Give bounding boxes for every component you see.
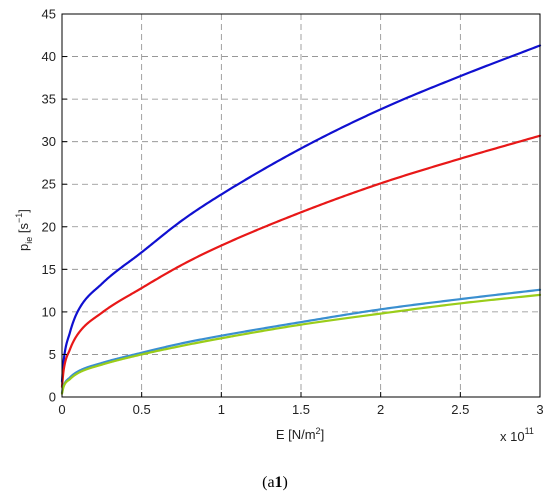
y-tick-label: 45 bbox=[42, 7, 56, 22]
series-line-2 bbox=[60, 134, 542, 388]
x-tick-label: 2 bbox=[377, 402, 384, 417]
series-line-1 bbox=[60, 44, 542, 383]
y-tick-label: 15 bbox=[42, 262, 56, 277]
figure-caption: (a1) bbox=[262, 474, 288, 491]
grid bbox=[62, 14, 540, 397]
y-tick-label: 25 bbox=[42, 177, 56, 192]
x-tick-label: 1.5 bbox=[292, 402, 310, 417]
x-tick-label: 2.5 bbox=[451, 402, 469, 417]
y-tick-label: 10 bbox=[42, 304, 56, 319]
x-tick-label: 0.5 bbox=[133, 402, 151, 417]
y-axis-label: pie [s−1] bbox=[14, 209, 34, 251]
y-tick-label: 35 bbox=[42, 92, 56, 107]
series-line-3 bbox=[60, 288, 542, 394]
y-ticks: 0 5 10 15 20 25 30 35 40 45 bbox=[42, 7, 67, 405]
x-tick-label: 0 bbox=[58, 402, 65, 417]
x-tick-label: 1 bbox=[218, 402, 225, 417]
y-tick-label: 0 bbox=[49, 390, 56, 405]
y-tick-label: 20 bbox=[42, 219, 56, 234]
x-ticks: 0 0.5 1 1.5 2 2.5 3 bbox=[58, 392, 544, 417]
x-multiplier: x 1011 bbox=[500, 426, 534, 444]
x-axis-label: E [N/m2] bbox=[276, 426, 324, 442]
x-tick-label: 3 bbox=[536, 402, 543, 417]
series-line-4 bbox=[60, 293, 542, 395]
y-tick-label: 5 bbox=[49, 347, 56, 362]
y-tick-label: 40 bbox=[42, 49, 56, 64]
series-group bbox=[60, 44, 542, 395]
y-tick-label: 30 bbox=[42, 134, 56, 149]
